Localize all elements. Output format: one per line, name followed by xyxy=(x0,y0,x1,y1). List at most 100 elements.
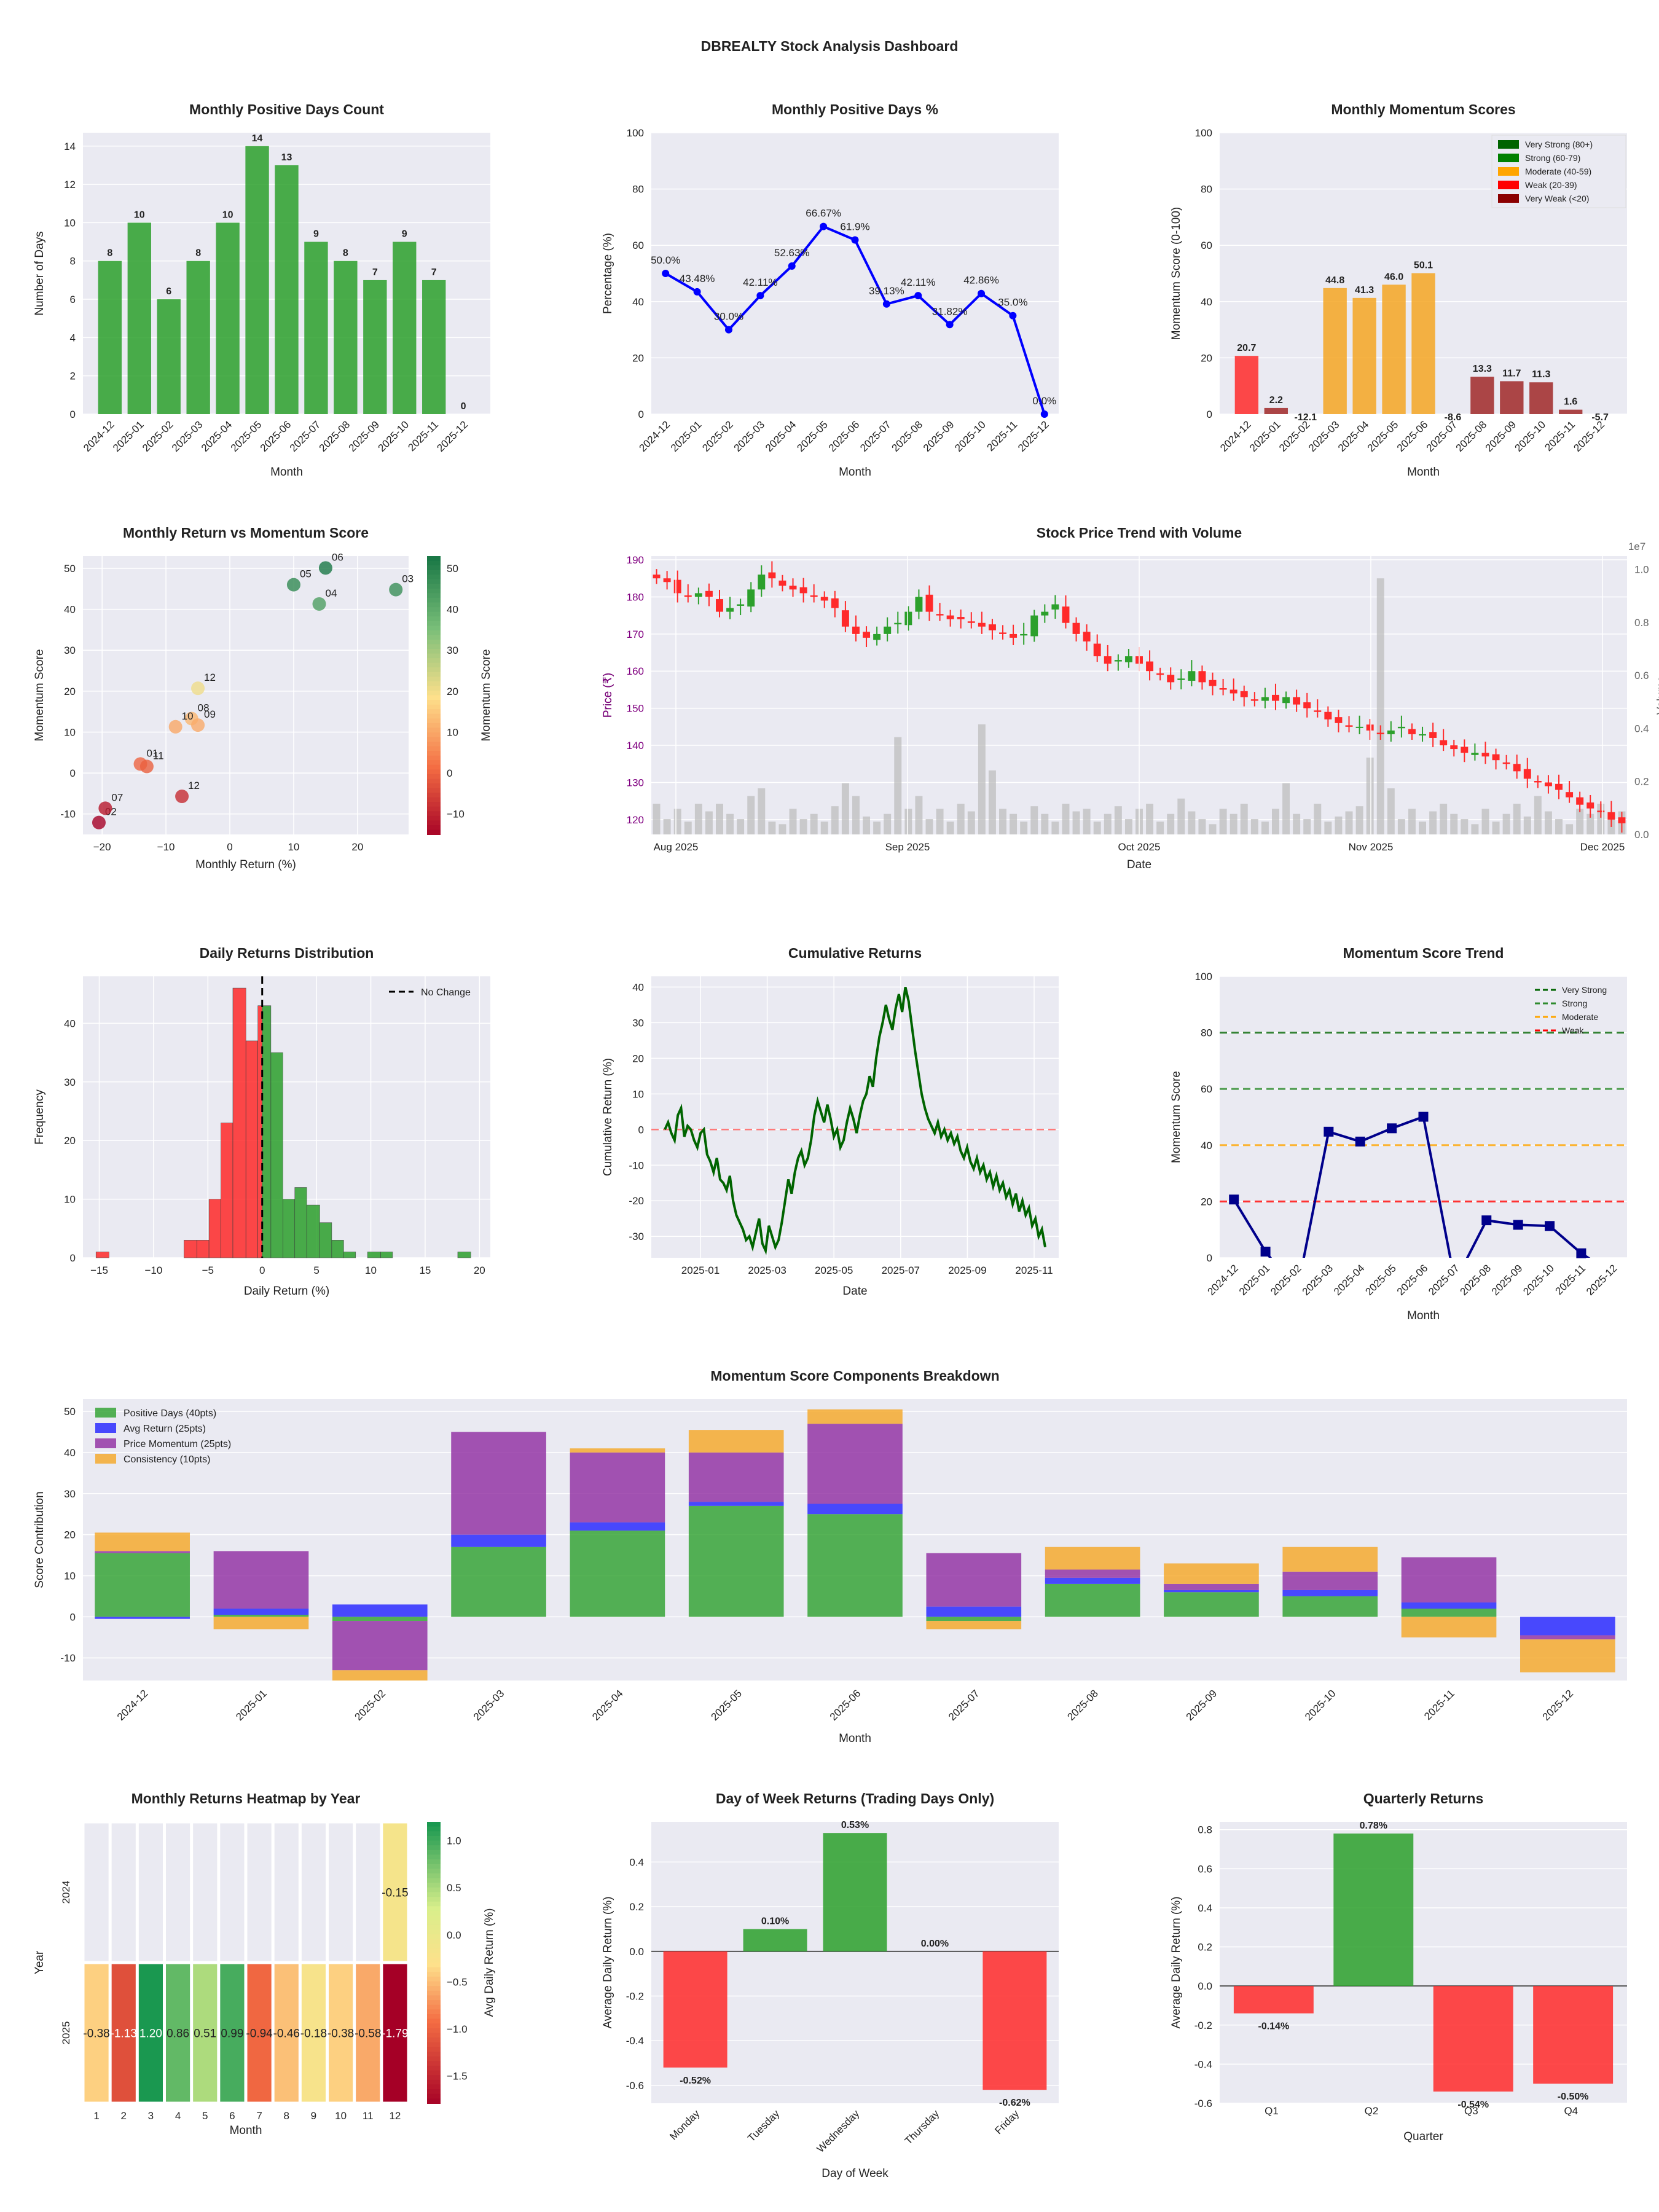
cumret-xtick-label: 2025-09 xyxy=(948,1265,986,1276)
ret_vs_mom-point-label: 11 xyxy=(153,750,164,761)
hist-xtick-label: 15 xyxy=(419,1265,431,1276)
candles-volume-bar xyxy=(1114,806,1122,834)
candles-candle-body xyxy=(1261,697,1269,701)
pos_pct-point xyxy=(693,288,701,296)
mom_trend-xtick-label: 2025-05 xyxy=(1363,1262,1398,1298)
hist-bin xyxy=(320,1222,332,1258)
ret_vs_mom-xtick-label: 10 xyxy=(288,841,299,853)
heatmap-colorbar-cell xyxy=(427,1990,441,1996)
candles-volume-bar xyxy=(1387,788,1395,834)
candles-candle-body xyxy=(1219,688,1227,690)
candles-volume-bar xyxy=(1146,803,1154,834)
mom_scores-xtick-label: 2025-04 xyxy=(1336,418,1371,454)
candles-volume-bar xyxy=(1240,803,1248,834)
candles-volume-bar xyxy=(1010,814,1018,834)
pos_pct-xtick-label: 2025-01 xyxy=(669,418,704,454)
components-xtick-label: 2025-08 xyxy=(1065,1687,1100,1723)
components-xtick-label: 2025-09 xyxy=(1184,1687,1220,1723)
pos_pct-point-label: 50.0% xyxy=(651,254,680,266)
candles-volume-bar xyxy=(831,806,839,834)
mom_trend-legend-label: Very Strong xyxy=(1562,985,1607,995)
quarterly-bar xyxy=(1333,1834,1414,1986)
pos_pct-point-label: 42.11% xyxy=(901,276,935,288)
heatmap-colorbar-cell xyxy=(427,1967,441,1973)
candles-candle-body xyxy=(1397,726,1405,729)
mom_scores-ytick-label: 0 xyxy=(1207,409,1212,420)
cumret-ytick-label: 10 xyxy=(632,1088,644,1100)
components-segment xyxy=(1282,1571,1378,1590)
ret_vs_mom-point-label: 12 xyxy=(204,672,216,683)
ret_vs_mom-point-label: 08 xyxy=(198,702,210,713)
ret_vs_mom-colorbar-tick: 10 xyxy=(447,726,458,738)
mom_scores-bar xyxy=(1323,288,1347,414)
components-ytick-label: 0 xyxy=(70,1611,76,1623)
pos_count-bar xyxy=(186,261,210,414)
ret_vs_mom-point xyxy=(168,720,182,734)
pos_pct-point xyxy=(820,222,828,230)
cumret-ytick-label: 30 xyxy=(632,1017,644,1029)
dow-ytick-label: -0.2 xyxy=(626,1991,644,2002)
pos_pct-ytick-label: 80 xyxy=(632,184,644,195)
mom_trend-ytick-label: 20 xyxy=(1201,1196,1212,1207)
ret_vs_mom-colorbar-cell xyxy=(427,806,441,812)
candles-candle-body xyxy=(1586,802,1594,809)
heatmap-colorbar-cell xyxy=(427,1995,441,2001)
heatmap-colorbar-cell xyxy=(427,1924,441,1931)
ret_vs_mom-colorbar-cell xyxy=(427,602,441,608)
pos_count-xtick-label: 2025-07 xyxy=(288,418,323,454)
candles-candle-body xyxy=(673,579,681,594)
candles-volume-bar xyxy=(1492,822,1500,834)
mom_scores-xtick-label: 2025-06 xyxy=(1395,418,1430,454)
candles-candle-body xyxy=(1114,660,1122,662)
ret_vs_mom-colorbar-cell xyxy=(427,732,441,738)
ret_vs_mom-colorbar-tick: −10 xyxy=(447,809,465,820)
candles-candle-body xyxy=(978,622,986,627)
ret_vs_mom-colorbar-cell xyxy=(427,811,441,817)
ret_vs_mom-point xyxy=(286,578,300,592)
mom_trend-point xyxy=(1481,1215,1492,1226)
pos_pct-point xyxy=(851,236,859,244)
candles-volume-bar xyxy=(1523,816,1531,834)
heatmap-colorbar-cell xyxy=(427,1939,441,1945)
components-xtick-label: 2024-12 xyxy=(115,1687,151,1723)
ret_vs_mom-xlabel: Monthly Return (%) xyxy=(195,858,296,871)
mom_scores-xtick-label: 2024-12 xyxy=(1218,418,1253,454)
heatmap-cell-label: 0.51 xyxy=(194,2028,216,2041)
hist-bin xyxy=(208,1199,221,1258)
heatmap-cell xyxy=(136,1962,165,2104)
ret_vs_mom-colorbar-tick: 20 xyxy=(447,686,458,697)
quarterly-xtick-label: Q3 xyxy=(1464,2105,1478,2117)
candles-volume-bar xyxy=(799,818,807,834)
pos_count-bar-label: 8 xyxy=(195,248,201,259)
components-title: Momentum Score Components Breakdown xyxy=(710,1368,999,1384)
quarterly-ytick-label: -0.6 xyxy=(1194,2098,1212,2109)
candles-volume-bar xyxy=(1167,814,1175,834)
pos_pct-point-label: 30.0% xyxy=(714,311,743,323)
cumret-ylabel: Cumulative Return (%) xyxy=(602,1058,614,1176)
ret_vs_mom-colorbar-label: Momentum Score xyxy=(480,649,493,742)
pos_count-bar-label: 6 xyxy=(166,286,171,297)
heatmap-cell xyxy=(272,1821,300,1963)
cumret-ytick-label: 0 xyxy=(638,1124,644,1135)
components-segment xyxy=(926,1621,1022,1630)
mom_trend-xtick-label: 2025-04 xyxy=(1332,1262,1367,1298)
heatmap-colorbar-tick: 0.5 xyxy=(447,1882,461,1894)
ret_vs_mom-ytick-label: 10 xyxy=(64,726,76,738)
candles-candle-body xyxy=(1576,797,1584,805)
pos_pct-xtick-label: 2025-09 xyxy=(921,418,957,454)
pos_count-title: Monthly Positive Days Count xyxy=(189,101,384,117)
ret_vs_mom-colorbar-cell xyxy=(427,667,441,673)
pos_pct-ytick-label: 100 xyxy=(627,127,644,139)
ret_vs_mom-xtick-label: 20 xyxy=(351,841,363,853)
heatmap-xtick-label: 5 xyxy=(202,2110,208,2122)
heatmap-colorbar-cell xyxy=(427,1906,441,1912)
ret_vs_mom-colorbar-cell xyxy=(427,820,441,826)
heatmap-cell xyxy=(164,1962,192,2104)
components-segment xyxy=(213,1551,309,1609)
mom_trend-legend-label: Moderate xyxy=(1562,1012,1598,1022)
ret_vs_mom-ytick-label: 0 xyxy=(70,767,76,779)
heatmap-ylabel: Year xyxy=(33,1950,46,1974)
candles-volume-bar xyxy=(1481,809,1489,834)
mom_scores-bar xyxy=(1382,284,1406,414)
candles-candle-body xyxy=(873,633,881,640)
